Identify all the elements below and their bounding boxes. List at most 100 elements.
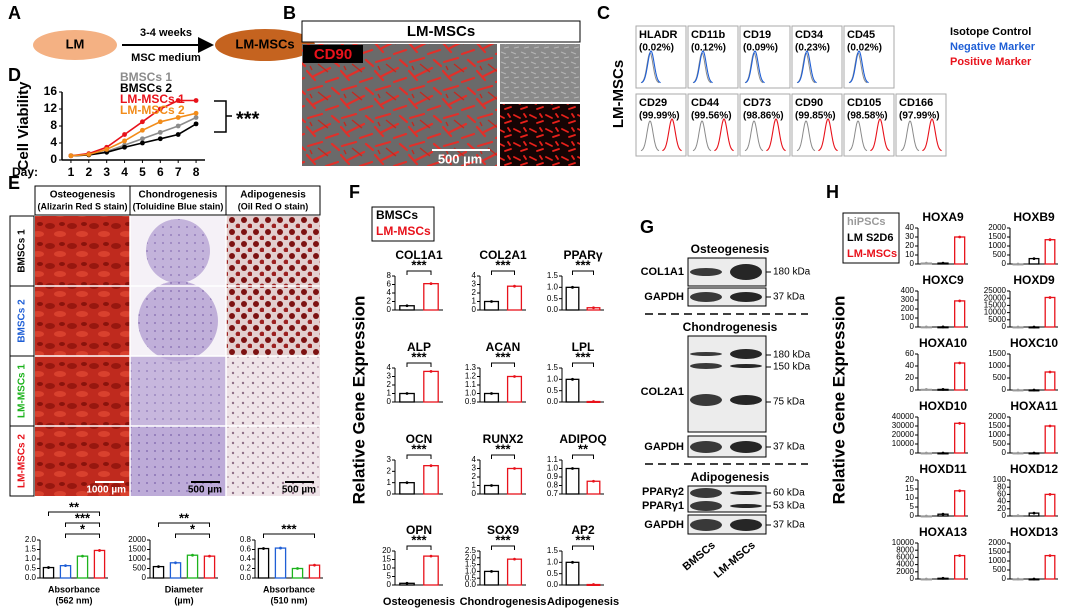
y-tick-label: 0 <box>1002 259 1007 268</box>
data-dot <box>941 512 945 516</box>
target-label: LM-MSCs <box>235 36 294 51</box>
y-tick-label: 5 <box>910 502 915 511</box>
y-tick-label: 10 <box>382 563 391 572</box>
y-tick-label: 0.0 <box>465 580 477 589</box>
y-tick-label: 40 <box>905 223 914 232</box>
bar <box>506 558 523 586</box>
gene-name: HOXA11 <box>1010 399 1058 413</box>
y-tick-label: 20 <box>905 475 914 484</box>
bar <box>483 570 500 586</box>
x-tick-label: 2 <box>85 165 92 179</box>
row-label: BMSCs 2 <box>17 299 28 343</box>
y-tick-label: 1.3 <box>465 363 477 372</box>
data-dot <box>490 300 493 303</box>
protein-label: GAPDH <box>644 441 684 453</box>
row-label: LM-MSCs 2 <box>17 434 28 488</box>
series-line <box>70 99 197 157</box>
y-tick-label: 15 <box>382 555 391 564</box>
bar <box>257 547 270 579</box>
protein-label: PPARγ2 <box>642 486 684 498</box>
gene-name: RUNX2 <box>483 432 524 446</box>
legend-entry: BMSCs <box>376 208 418 222</box>
significance: *** <box>411 532 427 547</box>
y-tick-label: 0.9 <box>547 472 559 481</box>
y-tick-label: 2.5 <box>465 546 477 555</box>
bar <box>423 282 439 311</box>
row-label: LM-MSCs 1 <box>17 364 28 418</box>
significance-bracket <box>572 362 594 367</box>
data-dot <box>958 299 962 303</box>
band <box>690 363 722 369</box>
data-dot <box>1032 577 1036 581</box>
gene-name: HOXD13 <box>1010 525 1058 539</box>
isotype-curve <box>796 120 816 152</box>
y-tick-label: 0 <box>50 152 57 166</box>
y-tick-label: 1500 <box>988 232 1006 241</box>
y-tick-label: 0 <box>910 322 915 331</box>
y-axis-label: Relative Gene Expression <box>349 296 368 505</box>
x-tick-label: 1 <box>68 165 75 179</box>
series-point <box>140 119 145 125</box>
band <box>690 292 722 302</box>
marker-curve <box>641 50 661 84</box>
significance: ** <box>69 499 80 514</box>
data-dot <box>1032 388 1036 392</box>
y-tick-label: 0.5 <box>547 294 559 303</box>
y-tick-label: 10000 <box>892 439 915 448</box>
y-tick-label: 4 <box>50 135 57 149</box>
gene-name: OPN <box>406 523 432 537</box>
column-subtitle: (Alizarin Red S stain) <box>37 201 127 211</box>
x-axis-unit: (562 nm) <box>55 595 92 605</box>
bar <box>399 482 415 495</box>
y-tick-label: 1500 <box>128 545 146 554</box>
data-dot <box>1048 424 1052 428</box>
significance: * <box>80 521 86 536</box>
significance: *** <box>575 257 591 272</box>
y-tick-label: 1.0 <box>547 282 559 291</box>
bar <box>423 465 439 495</box>
bar <box>565 561 580 586</box>
bar <box>954 422 966 454</box>
y-tick-label: 20000 <box>892 430 915 439</box>
y-tick-label: 1500 <box>988 421 1006 430</box>
y-tick-label: 30 <box>905 232 914 241</box>
y-tick-label: 8 <box>50 118 57 132</box>
data-dot <box>279 546 282 550</box>
bar <box>1044 239 1056 265</box>
scale-bar-label: 500 µm <box>438 151 482 166</box>
marker-percent: (0.09%) <box>743 43 778 54</box>
bar <box>59 565 72 579</box>
data-dot <box>490 484 493 487</box>
marker-curve <box>693 50 713 84</box>
gene-name: LPL <box>572 340 595 354</box>
marker-curve <box>870 118 890 152</box>
legend-entry: LM-MSCs 1 <box>120 92 185 106</box>
marker-name: CD45 <box>847 29 875 41</box>
y-tick-label: 4 <box>387 288 392 297</box>
y-tick-label: 2 <box>472 288 477 297</box>
series-point <box>175 115 181 120</box>
series-point <box>193 98 199 103</box>
panel-label: H <box>826 182 839 202</box>
band <box>730 349 762 359</box>
size-marker: 37 kDa <box>773 520 805 531</box>
gene-name: ALP <box>407 340 431 354</box>
data-dot <box>513 467 516 470</box>
y-tick-label: 0.5 <box>25 564 37 573</box>
significance: *** <box>495 349 511 364</box>
band <box>730 364 762 368</box>
stain-image-grid <box>35 216 320 496</box>
significance: *** <box>411 349 427 364</box>
y-tick-label: 2000 <box>988 223 1006 232</box>
x-axis-unit: (µm) <box>174 595 193 605</box>
y-tick-label: 0 <box>1002 448 1007 457</box>
y-axis-label: Cell Viability <box>15 81 32 171</box>
data-dot <box>958 361 962 365</box>
series-point <box>175 98 181 103</box>
significance-bracket <box>263 533 315 538</box>
legend-entry: Positive Marker <box>950 56 1032 68</box>
y-tick-label: 0.9 <box>465 397 477 406</box>
data-dot <box>592 479 595 483</box>
y-tick-label: 5 <box>387 572 392 581</box>
grid-separators <box>35 216 320 496</box>
